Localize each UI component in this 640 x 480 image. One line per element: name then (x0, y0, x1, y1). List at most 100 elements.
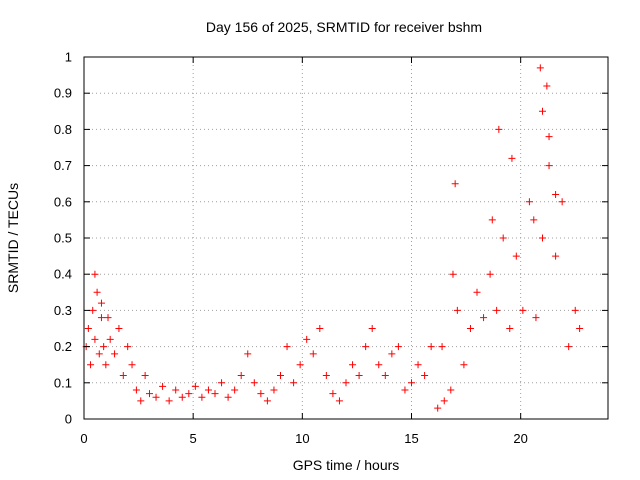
data-point (91, 335, 99, 343)
data-point (296, 361, 304, 369)
data-point (493, 306, 501, 314)
data-point (473, 288, 481, 296)
data-point (519, 306, 527, 314)
data-point (263, 397, 271, 405)
data-point (93, 288, 101, 296)
data-point (447, 386, 455, 394)
data-point (95, 350, 103, 358)
data-point (128, 361, 136, 369)
data-point (342, 379, 350, 387)
data-point (237, 372, 245, 380)
data-point (545, 133, 553, 141)
x-tick-label: 15 (404, 431, 418, 446)
data-point (488, 216, 496, 224)
data-point (532, 314, 540, 322)
data-point (335, 397, 343, 405)
data-point (224, 393, 232, 401)
data-point (438, 343, 446, 351)
data-point (375, 361, 383, 369)
data-point (440, 397, 448, 405)
data-point (545, 162, 553, 170)
data-point (408, 379, 415, 387)
data-point (414, 361, 422, 369)
data-point (453, 306, 461, 314)
y-tick-label: 0.2 (54, 339, 72, 354)
data-point (257, 390, 265, 398)
data-point (316, 325, 324, 332)
data-point (466, 325, 474, 332)
y-tick-label: 0.9 (54, 86, 72, 101)
data-point (368, 325, 376, 332)
data-point (508, 154, 516, 162)
data-point (172, 386, 180, 394)
data-point (159, 382, 167, 390)
data-point (87, 361, 95, 369)
data-point (525, 198, 533, 206)
data-point (303, 335, 311, 343)
data-point (231, 386, 239, 394)
data-point (576, 325, 584, 332)
data-point (89, 306, 97, 314)
data-point (283, 343, 291, 351)
data-point (111, 350, 119, 358)
data-point (97, 314, 105, 322)
data-point (349, 361, 357, 369)
x-tick-label: 5 (190, 431, 197, 446)
y-tick-label: 1 (65, 50, 72, 65)
data-point (539, 234, 546, 242)
data-point (427, 343, 435, 351)
x-tick-label: 20 (513, 431, 527, 446)
data-points (82, 64, 584, 412)
plot-frame (83, 56, 609, 420)
data-point (552, 252, 560, 260)
data-point (539, 107, 546, 115)
data-point (185, 390, 193, 398)
y-tick-label: 0.3 (54, 303, 72, 318)
data-point (329, 390, 337, 398)
x-tick-label: 0 (80, 431, 87, 446)
data-point (91, 270, 99, 278)
data-point (421, 372, 429, 380)
data-point (381, 372, 389, 380)
data-point (84, 325, 92, 332)
y-tick-label: 0.7 (54, 158, 72, 173)
data-point (204, 386, 212, 394)
data-point (119, 372, 127, 380)
grid-lines (84, 57, 608, 419)
data-point (506, 325, 514, 332)
y-tick-label: 0.8 (54, 122, 72, 137)
data-point (115, 325, 123, 332)
data-point (152, 393, 160, 401)
data-point (211, 390, 219, 398)
data-point (530, 216, 538, 224)
data-point (401, 386, 409, 394)
y-tick-label: 0.5 (54, 231, 72, 246)
data-point (218, 379, 226, 387)
data-point (565, 343, 573, 351)
data-point (106, 335, 114, 343)
axis-ticks: 00.10.20.30.40.50.60.70.80.910 5 10 15 20 (54, 50, 608, 446)
y-tick-label: 0.1 (54, 375, 72, 390)
data-point (124, 343, 132, 351)
x-tick-label: 10 (295, 431, 309, 446)
data-point (543, 82, 551, 90)
data-point (495, 125, 503, 133)
data-point (322, 372, 330, 380)
data-point (355, 372, 363, 380)
data-point (558, 198, 566, 206)
y-tick-label: 0 (65, 412, 72, 427)
chart-title: Day 156 of 2025, SRMTID for receiver bsh… (206, 19, 482, 35)
data-point (460, 361, 468, 369)
y-tick-label: 0.4 (54, 267, 72, 282)
data-point (146, 390, 153, 398)
data-point (388, 350, 396, 358)
data-point (571, 306, 579, 314)
data-point (132, 386, 140, 394)
data-point (97, 299, 105, 307)
data-point (499, 234, 507, 242)
data-point (486, 270, 494, 278)
y-axis-label: SRMTID / TECUs (5, 183, 21, 293)
data-point (137, 397, 145, 405)
data-point (434, 404, 442, 412)
data-point (451, 180, 459, 188)
